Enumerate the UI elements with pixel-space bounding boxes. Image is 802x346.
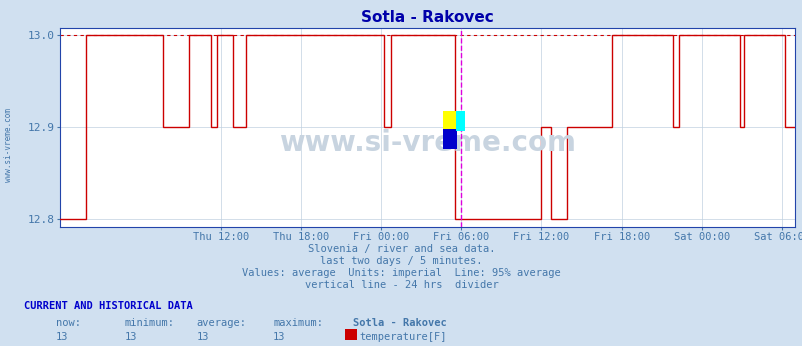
Text: Slovenia / river and sea data.: Slovenia / river and sea data. (307, 244, 495, 254)
Text: Sotla - Rakovec: Sotla - Rakovec (353, 318, 447, 328)
Text: last two days / 5 minutes.: last two days / 5 minutes. (320, 256, 482, 266)
Text: Values: average  Units: imperial  Line: 95% average: Values: average Units: imperial Line: 95… (242, 268, 560, 278)
Text: CURRENT AND HISTORICAL DATA: CURRENT AND HISTORICAL DATA (24, 301, 192, 311)
Text: maximum:: maximum: (273, 318, 322, 328)
Text: temperature[F]: temperature[F] (359, 332, 447, 342)
Title: Sotla - Rakovec: Sotla - Rakovec (361, 10, 493, 25)
Text: 13: 13 (56, 332, 69, 342)
Text: 13: 13 (196, 332, 209, 342)
Text: vertical line - 24 hrs  divider: vertical line - 24 hrs divider (304, 280, 498, 290)
Text: www.si-vreme.com: www.si-vreme.com (279, 129, 575, 157)
Bar (456, 111, 464, 131)
Text: 13: 13 (124, 332, 137, 342)
Text: www.si-vreme.com: www.si-vreme.com (4, 108, 14, 182)
Text: minimum:: minimum: (124, 318, 174, 328)
Text: 13: 13 (273, 332, 286, 342)
Text: now:: now: (56, 318, 81, 328)
Text: average:: average: (196, 318, 246, 328)
Bar (443, 111, 457, 131)
Bar (443, 129, 457, 149)
